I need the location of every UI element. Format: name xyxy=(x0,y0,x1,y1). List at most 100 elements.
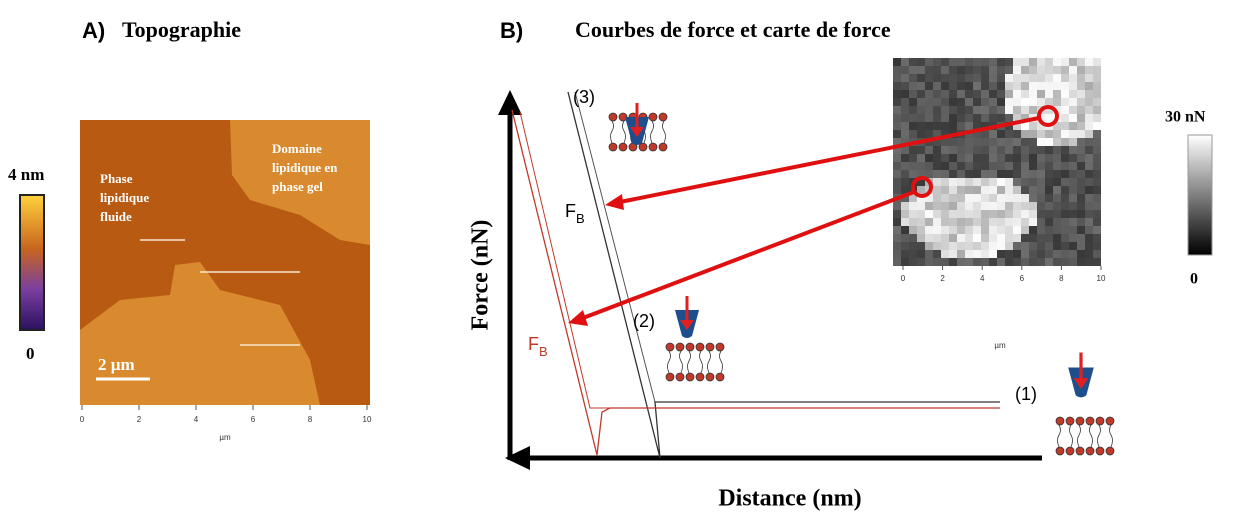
map-pixel xyxy=(941,210,949,218)
map-pixel xyxy=(1093,82,1101,90)
map-pixel xyxy=(957,106,965,114)
map-pixel xyxy=(1069,218,1077,226)
map-pixel xyxy=(941,58,949,66)
map-pixel xyxy=(973,170,981,178)
map-pixel xyxy=(949,58,957,66)
tick-label: 0 xyxy=(901,274,906,283)
map-pixel xyxy=(1029,122,1037,130)
map-pixel xyxy=(1085,170,1093,178)
map-pixel xyxy=(1077,218,1085,226)
map-pixel xyxy=(941,66,949,74)
map-pixel xyxy=(1077,74,1085,82)
map-pixel xyxy=(957,98,965,106)
map-pixel xyxy=(941,226,949,234)
map-pixel xyxy=(949,90,957,98)
map-pixel xyxy=(1077,154,1085,162)
map-pixel xyxy=(949,154,957,162)
map-pixel xyxy=(925,258,933,266)
map-pixel xyxy=(901,98,909,106)
map-pixel xyxy=(1085,202,1093,210)
map-pixel xyxy=(1069,98,1077,106)
map-pixel xyxy=(893,58,901,66)
map-pixel xyxy=(989,234,997,242)
map-pixel xyxy=(957,186,965,194)
map-pixel xyxy=(1029,146,1037,154)
map-pixel xyxy=(1029,242,1037,250)
map-pixel xyxy=(925,162,933,170)
map-pixel xyxy=(917,242,925,250)
map-pixel xyxy=(965,162,973,170)
map-pixel xyxy=(1077,258,1085,266)
map-pixel xyxy=(957,250,965,258)
map-pixel xyxy=(973,90,981,98)
map-pixel xyxy=(1093,226,1101,234)
map-pixel xyxy=(933,74,941,82)
step-label: (3) xyxy=(573,87,595,107)
fb-main: F xyxy=(565,201,576,221)
map-pixel xyxy=(973,234,981,242)
map-pixel xyxy=(989,170,997,178)
map-pixel xyxy=(917,234,925,242)
map-pixel xyxy=(925,154,933,162)
map-pixel xyxy=(1085,74,1093,82)
map-pixel xyxy=(1077,114,1085,122)
map-pixel xyxy=(1021,82,1029,90)
map-pixel xyxy=(1005,218,1013,226)
map-pixel xyxy=(933,170,941,178)
map-pixel xyxy=(1061,178,1069,186)
map-pixel xyxy=(957,154,965,162)
map-pixel xyxy=(901,114,909,122)
map-pixel xyxy=(965,170,973,178)
map-pixel xyxy=(1013,98,1021,106)
map-pixel xyxy=(1053,194,1061,202)
map-pixel xyxy=(1021,114,1029,122)
map-pixel xyxy=(1085,186,1093,194)
map-pixel xyxy=(997,130,1005,138)
map-pixel xyxy=(989,194,997,202)
map-pixel xyxy=(1037,250,1045,258)
map-pixel xyxy=(1061,122,1069,130)
map-pixel xyxy=(997,66,1005,74)
map-pixel xyxy=(925,218,933,226)
map-pixel xyxy=(1061,82,1069,90)
map-pixel xyxy=(1045,154,1053,162)
map-pixel xyxy=(893,202,901,210)
map-pixel xyxy=(973,202,981,210)
map-pixel xyxy=(949,218,957,226)
map-pixel xyxy=(957,114,965,122)
map-pixel xyxy=(1013,250,1021,258)
map-pixel xyxy=(1037,82,1045,90)
map-pixel xyxy=(1053,130,1061,138)
map-pixel xyxy=(1053,210,1061,218)
map-pixel xyxy=(989,162,997,170)
map-pixel xyxy=(893,154,901,162)
map-pixel xyxy=(1069,234,1077,242)
map-pixel xyxy=(1077,202,1085,210)
map-pixel xyxy=(1021,146,1029,154)
fb-label: FB xyxy=(565,201,585,227)
map-pixel xyxy=(1029,170,1037,178)
map-pixel xyxy=(1045,234,1053,242)
map-pixel xyxy=(1093,106,1101,114)
label-line: fluide xyxy=(100,209,132,224)
map-pixel xyxy=(901,194,909,202)
map-pixel xyxy=(1037,138,1045,146)
map-pixel xyxy=(1021,74,1029,82)
map-pixel xyxy=(1005,74,1013,82)
map-pixel xyxy=(1045,106,1053,114)
map-pixel xyxy=(1021,226,1029,234)
map-pixel xyxy=(981,162,989,170)
map-pixel xyxy=(957,226,965,234)
map-pixel xyxy=(1061,234,1069,242)
map-pixel xyxy=(989,258,997,266)
map-pixel xyxy=(1093,210,1101,218)
map-pixel xyxy=(973,186,981,194)
colorbar-min: 0 xyxy=(26,344,35,363)
map-pixel xyxy=(1037,162,1045,170)
map-pixel xyxy=(981,66,989,74)
map-pixel xyxy=(1069,170,1077,178)
map-pixel xyxy=(893,250,901,258)
map-pixel xyxy=(965,154,973,162)
map-pixel xyxy=(933,186,941,194)
tick-label: 10 xyxy=(363,415,372,424)
